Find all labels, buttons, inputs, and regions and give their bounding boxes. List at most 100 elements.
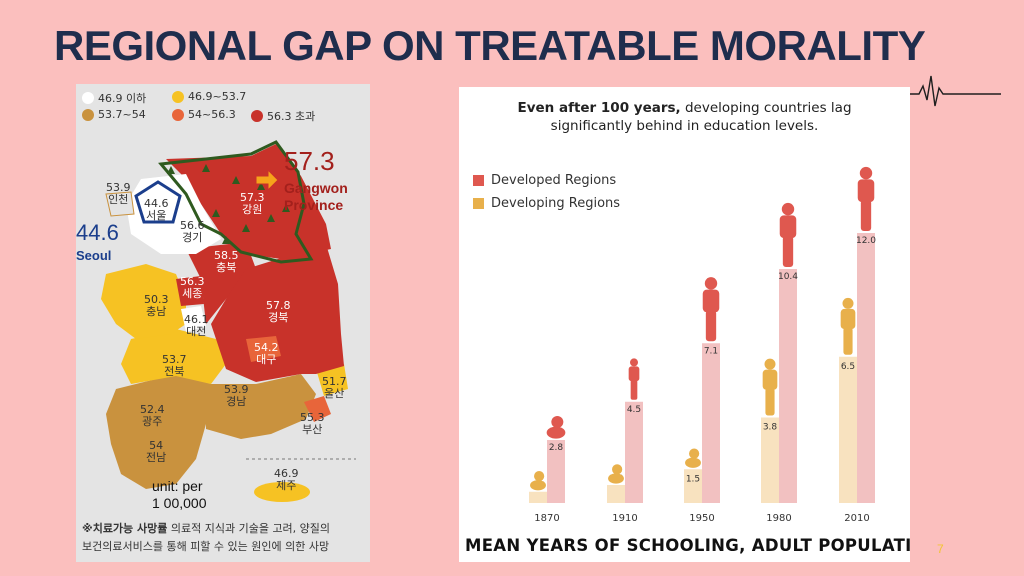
child-figure-head [689,448,700,459]
tree-icon [257,182,265,190]
region-value: 44.6 [144,197,169,210]
x-tick-label: 2010 [844,513,869,524]
page-number: 7 [937,542,944,556]
bar-developing [839,356,857,503]
region-name: 부산 [302,423,323,436]
value-label-developed: 7.1 [704,346,718,356]
region-shape-incheon [105,191,135,217]
legend-swatch [82,108,94,121]
bar-developed [547,440,565,503]
map-legend-item: 53.7~54 [82,108,146,121]
region-name: 경남 [226,395,247,408]
region-shape-jeju [254,482,310,502]
headline-text: developing countries lag [680,100,852,116]
region-name: 경기 [182,231,203,244]
headline-line2: significantly behind in education levels… [550,118,819,134]
region-label-incheon: 53.9 인천 [106,182,131,206]
region-shape-gyeongnam [206,374,316,439]
legend-label: 54~56.3 [188,108,236,121]
tree-icon [212,209,220,217]
region-label-gyeonggi: 56.6 경기 [180,220,205,244]
region-value: 46.9 [274,467,299,480]
bar-developed [779,269,797,503]
figure-torso [779,215,797,239]
map-legend-item: 56.3 초과 [251,108,315,124]
region-name: 대전 [186,325,207,338]
region-value: 56.6 [180,219,205,232]
legend-label: Developing Regions [491,196,621,211]
seoul-highlight-pentagon [134,180,182,224]
figure-torso [857,179,875,203]
headline-bold: Even after 100 years, [517,100,681,116]
region-name: 대구 [256,353,277,366]
region-label-daejeon: 46.1 대전 [184,314,209,338]
bar-developed [857,233,875,503]
figure-head [764,358,776,370]
schooling-bar-chart: 0.52.818700.84.519101.57.119503.810.4198… [529,166,876,524]
region-label-seoul: 44.6 서울 [144,198,169,222]
child-figure-body [685,457,701,468]
region-name: 인천 [108,193,129,206]
seoul-callout-label: Seoul [76,248,112,263]
region-label-gyeongnam: 53.9 경남 [224,384,249,408]
bar-developing [761,417,779,503]
bar-developed [625,401,643,503]
figure-head [630,358,638,367]
callout-arrow-icon [255,168,279,192]
tree-icon [222,236,230,244]
tree-icon [242,224,250,232]
region-shape-busan [304,396,331,422]
figure-torso [840,308,856,330]
figure-legs [860,200,872,231]
map-legend-item: 46.9~53.7 [172,90,246,103]
figure-torso [702,289,720,313]
bar-developing [684,469,702,503]
callout-line: Gangwon [284,180,348,196]
region-name: 울산 [324,387,345,400]
region-value: 46.1 [184,313,209,326]
region-value: 53.9 [224,383,249,396]
region-value: 50.3 [144,293,169,306]
schooling-chart-panel: Even after 100 years, developing countri… [459,87,910,562]
chart-legend-developing: Developing Regions [473,196,620,211]
region-value: 54 [149,439,164,452]
region-label-jeju: 46.9 제주 [274,468,299,492]
tree-icon [167,166,175,174]
legend-label: 46.9~53.7 [188,90,247,103]
x-tick-label: 1950 [689,513,714,524]
seoul-callout-value: 44.6 [76,220,119,245]
region-label-gwangju: 52.4 광주 [140,404,165,428]
legend-swatch [473,175,484,186]
region-value: 52.4 [140,403,165,416]
legend-swatch [473,198,484,209]
region-shape-jeonnam [106,374,211,489]
tree-icon [202,164,210,172]
region-shape-jeonbuk [121,329,226,384]
region-label-chungnam: 50.3 충남 [144,294,169,318]
callout-line: Province [284,197,344,213]
region-name: 충남 [146,305,167,318]
region-shape-chungbuk [186,242,256,324]
unit-line: 1 00,000 [152,495,207,511]
map-legend-item: 46.9 이하 [82,90,146,106]
region-name: 전북 [164,365,185,378]
legend-label: 56.3 초과 [267,110,316,123]
region-shape-chungnam [101,264,186,339]
region-name: 강원 [242,203,263,216]
chart-title: MEAN YEARS OF SCHOOLING, ADULT POPULATIO… [465,536,910,555]
region-value: 58.5 [214,249,239,262]
value-label-developing: 3.8 [763,423,778,433]
map-footnote-line1: ※치료가능 사망률 의료적 지식과 기술을 고려, 양질의 [82,520,330,536]
gangwon-callout-label: Gangwon Province [284,180,348,214]
gangwon-callout-value: 57.3 [284,146,335,176]
footnote-bold: ※치료가능 사망률 [82,522,168,535]
region-label-busan: 55.3 부산 [300,412,325,436]
figure-legs [843,327,853,355]
region-label-gangwon: 57.3 강원 [240,192,265,216]
map-footnote-line2: 보건의료서비스를 통해 피할 수 있는 원인에 의한 사망 [82,540,330,553]
tree-icon [267,214,275,222]
region-label-sejong: 56.3 세종 [180,276,205,300]
child-figure-head [551,416,564,428]
region-shape-daejeon [181,306,206,332]
child-figure-body [546,426,566,439]
